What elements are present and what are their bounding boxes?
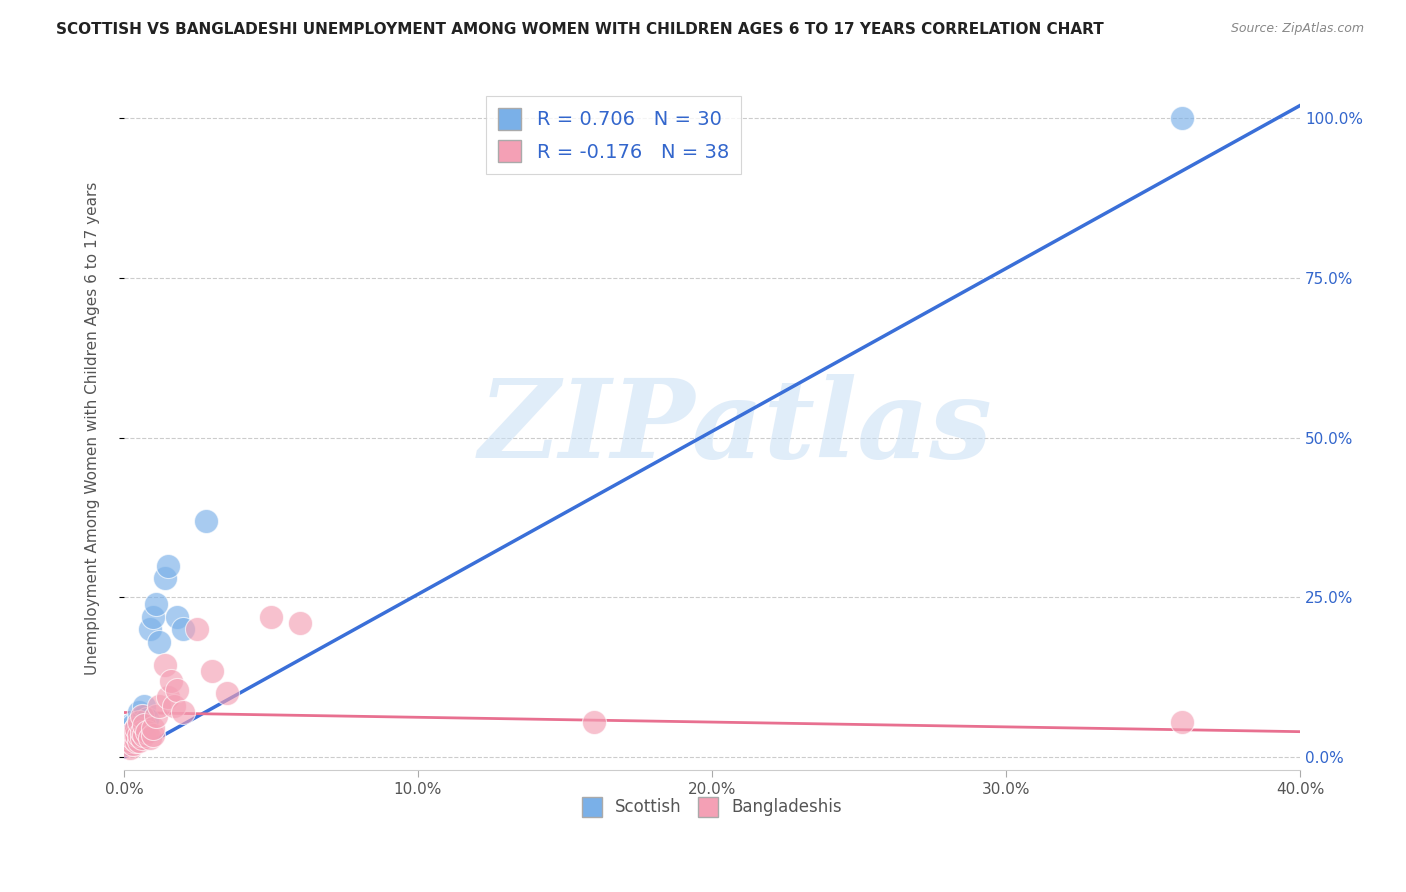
Point <box>115 731 138 745</box>
Point <box>139 731 162 745</box>
Point <box>121 738 143 752</box>
Point <box>131 722 153 736</box>
Point <box>131 731 153 745</box>
Point <box>124 728 146 742</box>
Point <box>136 712 159 726</box>
Point <box>153 571 176 585</box>
Point <box>118 734 141 748</box>
Point <box>172 706 194 720</box>
Point <box>163 699 186 714</box>
Point <box>128 734 150 748</box>
Point <box>128 715 150 730</box>
Point <box>215 686 238 700</box>
Point <box>118 728 141 742</box>
Point <box>128 706 150 720</box>
Point <box>124 722 146 736</box>
Text: Source: ZipAtlas.com: Source: ZipAtlas.com <box>1230 22 1364 36</box>
Point <box>121 731 143 745</box>
Point <box>145 708 167 723</box>
Point <box>115 738 138 752</box>
Point <box>131 708 153 723</box>
Point <box>166 609 188 624</box>
Point <box>121 724 143 739</box>
Y-axis label: Unemployment Among Women with Children Ages 6 to 17 years: Unemployment Among Women with Children A… <box>86 181 100 675</box>
Point <box>115 738 138 752</box>
Point <box>1171 715 1194 730</box>
Text: ZIPatlas: ZIPatlas <box>478 375 993 482</box>
Point <box>142 722 165 736</box>
Point <box>121 728 143 742</box>
Point <box>128 724 150 739</box>
Point <box>118 718 141 732</box>
Point <box>290 615 312 630</box>
Legend: Scottish, Bangladeshis: Scottish, Bangladeshis <box>575 790 849 823</box>
Point <box>121 724 143 739</box>
Point <box>118 740 141 755</box>
Point <box>124 734 146 748</box>
Point <box>260 609 283 624</box>
Point <box>136 724 159 739</box>
Point <box>153 657 176 672</box>
Point <box>142 609 165 624</box>
Point <box>148 699 170 714</box>
Point <box>115 724 138 739</box>
Point <box>121 718 143 732</box>
Point <box>121 731 143 745</box>
Point <box>124 728 146 742</box>
Point <box>160 673 183 688</box>
Point <box>134 699 156 714</box>
Point <box>583 715 606 730</box>
Point <box>145 597 167 611</box>
Point <box>115 734 138 748</box>
Point <box>128 712 150 726</box>
Point <box>186 623 208 637</box>
Point <box>134 728 156 742</box>
Point <box>195 514 218 528</box>
Point <box>128 728 150 742</box>
Point <box>166 683 188 698</box>
Point <box>131 724 153 739</box>
Point <box>131 715 153 730</box>
Point <box>156 558 179 573</box>
Text: SCOTTISH VS BANGLADESHI UNEMPLOYMENT AMONG WOMEN WITH CHILDREN AGES 6 TO 17 YEAR: SCOTTISH VS BANGLADESHI UNEMPLOYMENT AMO… <box>56 22 1104 37</box>
Point <box>134 718 156 732</box>
Point <box>118 734 141 748</box>
Point <box>1171 112 1194 126</box>
Point <box>156 690 179 704</box>
Point <box>139 623 162 637</box>
Point <box>148 635 170 649</box>
Point <box>172 623 194 637</box>
Point <box>142 728 165 742</box>
Point <box>118 731 141 745</box>
Point <box>124 722 146 736</box>
Point <box>134 708 156 723</box>
Point <box>201 664 224 678</box>
